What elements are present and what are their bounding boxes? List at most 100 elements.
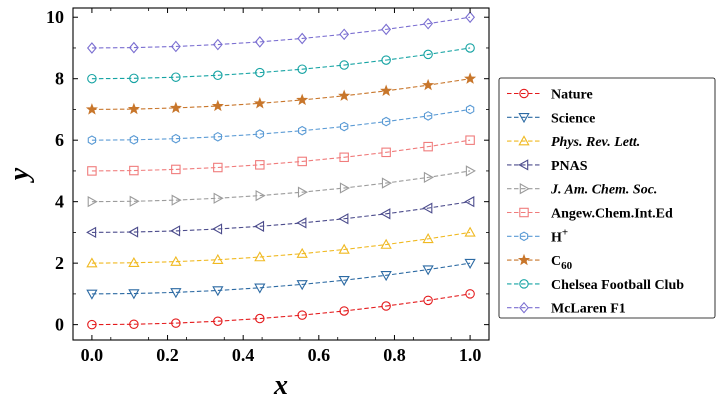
legend-label-text: Nature (551, 88, 593, 103)
series-line-pnas (91, 201, 471, 233)
legend-label: PNAS (551, 159, 588, 174)
series-h (87, 104, 475, 146)
data-point-j-am-chem-soc (423, 171, 434, 184)
data-point-chelsea-football-club (87, 73, 97, 84)
data-point-pnas (422, 202, 433, 214)
data-point-chelsea-football-club (339, 60, 349, 70)
data-point-phys-rev-lett (170, 255, 182, 266)
data-point-h (339, 121, 349, 132)
legend-marker (519, 88, 529, 99)
data-point-j-am-chem-soc (465, 165, 476, 177)
legend-label: McLaren F1 (551, 302, 626, 317)
data-point-phys-rev-lett (464, 226, 476, 237)
legend-label-text: Phys. Rev. Lett. (551, 135, 640, 150)
data-point-c60 (296, 93, 309, 106)
data-point-phys-rev-lett (86, 257, 98, 268)
data-point-pnas (128, 226, 139, 238)
data-point-nature (171, 318, 181, 328)
legend-marker (518, 113, 530, 124)
data-point-h (297, 125, 307, 136)
x-tick-label: 0.4 (232, 345, 255, 365)
legend-entry-c60: C60 (507, 253, 573, 272)
data-point-c60 (338, 89, 351, 101)
data-point-mclaren-f1 (212, 38, 223, 51)
series-line-phys-rev-lett (91, 231, 471, 264)
x-tick-label: 0.0 (81, 345, 104, 365)
data-point-nature (423, 295, 433, 306)
legend-label: C60 (551, 254, 573, 272)
legend-label: Science (551, 111, 595, 126)
data-point-angew-chem-int-ed (465, 135, 475, 145)
legend-marker (519, 183, 530, 195)
axes-frame (72, 7, 490, 341)
data-point-h (423, 111, 433, 121)
data-point-nature (87, 319, 97, 330)
data-point-pnas (86, 226, 97, 239)
data-point-c60 (464, 72, 477, 84)
data-point-science (296, 280, 308, 291)
legend-label-text: C (551, 254, 561, 269)
data-point-chelsea-football-club (213, 70, 223, 81)
data-point-j-am-chem-soc (171, 194, 182, 206)
y-tick-label: 10 (46, 7, 64, 27)
data-point-h (465, 104, 475, 115)
data-point-c60 (211, 99, 224, 112)
data-point-angew-chem-int-ed (87, 166, 97, 176)
data-point-j-am-chem-soc (213, 192, 224, 204)
data-point-h (213, 131, 223, 142)
legend-entry-h: H+ (507, 226, 568, 245)
data-point-nature (465, 289, 475, 299)
data-point-science (128, 289, 140, 300)
data-point-angew-chem-int-ed (213, 162, 223, 173)
data-point-angew-chem-int-ed (339, 152, 349, 163)
data-point-h (87, 135, 97, 146)
legend-marker (519, 231, 529, 242)
series-chelsea-football-club (87, 43, 475, 84)
data-point-nature (213, 316, 223, 326)
data-point-h (381, 116, 391, 127)
legend: Nature Science Phys. Rev. Lett. PNAS J. Am. … (498, 77, 716, 319)
series-c60 (85, 72, 477, 115)
data-point-phys-rev-lett (296, 247, 308, 258)
legend-entry-pnas: PNAS (507, 159, 588, 174)
legend-label-text: Science (551, 111, 595, 126)
data-point-mclaren-f1 (86, 42, 97, 54)
legend-label: Angew.Chem.Int.Ed (551, 207, 673, 222)
series-line-science (91, 262, 471, 295)
data-point-h (171, 133, 181, 144)
data-point-science (464, 258, 476, 269)
legend-marker (519, 301, 529, 314)
legend-marker (518, 159, 529, 171)
series-line-c60 (91, 78, 471, 110)
data-point-chelsea-football-club (129, 73, 139, 84)
data-point-phys-rev-lett (128, 256, 140, 268)
series-line-angew-chem-int-ed (91, 139, 471, 172)
legend-label: H+ (551, 226, 568, 245)
legend-label-text: Chelsea Football Club (551, 278, 684, 293)
data-point-science (380, 271, 392, 282)
series-line-chelsea-football-club (91, 47, 471, 80)
data-point-chelsea-football-club (423, 49, 433, 60)
data-point-mclaren-f1 (297, 32, 308, 45)
data-point-angew-chem-int-ed (129, 165, 139, 176)
data-point-angew-chem-int-ed (423, 141, 433, 152)
data-point-nature (297, 310, 307, 320)
data-point-c60 (422, 78, 435, 91)
series-line-mclaren-f1 (91, 16, 471, 49)
legend-entry-science: Science (507, 111, 595, 126)
x-tick-label: 0.6 (308, 345, 331, 365)
data-point-chelsea-football-club (381, 55, 391, 65)
data-point-science (212, 286, 224, 297)
data-point-angew-chem-int-ed (171, 164, 181, 175)
data-point-science (170, 288, 182, 299)
data-point-mclaren-f1 (254, 36, 265, 48)
data-point-nature (255, 313, 265, 324)
legend-label: J. Am. Chem. Soc. (550, 183, 657, 198)
data-point-nature (381, 301, 391, 311)
legend-marker (518, 135, 530, 146)
data-point-chelsea-football-club (171, 72, 181, 82)
data-point-pnas (338, 213, 349, 225)
legend-entry-mclaren-f1: McLaren F1 (507, 302, 626, 317)
series-pnas (86, 196, 475, 239)
series-phys-rev-lett (86, 226, 476, 268)
